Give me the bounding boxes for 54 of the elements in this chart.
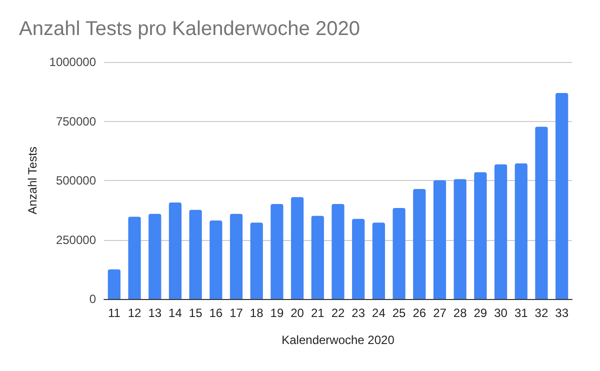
x-tick-label: 27	[433, 306, 447, 320]
bar	[392, 208, 406, 299]
bar	[494, 164, 508, 299]
x-tick-label: 28	[453, 306, 468, 320]
bar	[352, 218, 365, 299]
x-tick-label: 17	[230, 306, 244, 320]
bar	[413, 189, 426, 299]
x-tick-label: 31	[514, 306, 528, 320]
bar	[108, 269, 120, 299]
x-axis-title: Kalenderwoche 2020	[282, 333, 395, 347]
bar	[168, 202, 182, 299]
x-tick-label: 32	[534, 306, 548, 320]
bar	[454, 179, 466, 299]
x-tick-label: 16	[209, 306, 223, 320]
bar	[210, 220, 222, 299]
x-tick-label: 22	[331, 306, 345, 320]
bar	[290, 197, 304, 299]
bar	[250, 222, 263, 299]
x-tick-label: 29	[474, 306, 488, 320]
x-tick-label: 19	[270, 306, 284, 320]
y-axis-title: Anzahl Tests	[25, 146, 40, 214]
x-tick-label: 23	[352, 306, 366, 320]
x-tick-label: 15	[188, 306, 203, 320]
x-tick-label: 33	[555, 306, 569, 320]
x-tick-label: 21	[310, 306, 325, 320]
x-tick-label: 25	[392, 306, 406, 320]
bar	[128, 216, 141, 299]
y-tick-label: 750000	[56, 114, 96, 128]
x-tick-label: 26	[412, 306, 426, 320]
y-tick-label: 1000000	[49, 55, 96, 69]
x-tick-label: 13	[148, 306, 162, 320]
bar	[148, 214, 162, 299]
x-tick-label: 11	[108, 306, 121, 320]
chart-title: Anzahl Tests pro Kalenderwoche 2020	[19, 18, 360, 40]
bar	[230, 214, 243, 299]
bar	[514, 163, 528, 299]
bar	[332, 204, 344, 299]
y-tick-label: 0	[89, 292, 96, 306]
x-tick-label: 14	[168, 306, 182, 320]
x-tick-label: 18	[250, 306, 264, 320]
bar	[372, 222, 386, 299]
bar	[189, 210, 202, 299]
y-tick-label: 500000	[56, 174, 96, 188]
x-tick-label: 12	[128, 306, 142, 320]
x-tick-label: 24	[372, 306, 386, 320]
bar	[311, 216, 324, 299]
x-tick-label: 30	[494, 306, 508, 320]
bar	[433, 180, 446, 299]
bar	[474, 172, 487, 299]
y-tick-label: 250000	[56, 232, 96, 247]
bar	[270, 204, 284, 299]
x-tick-label: 20	[290, 306, 304, 320]
bar	[535, 126, 548, 299]
bar	[556, 93, 568, 299]
